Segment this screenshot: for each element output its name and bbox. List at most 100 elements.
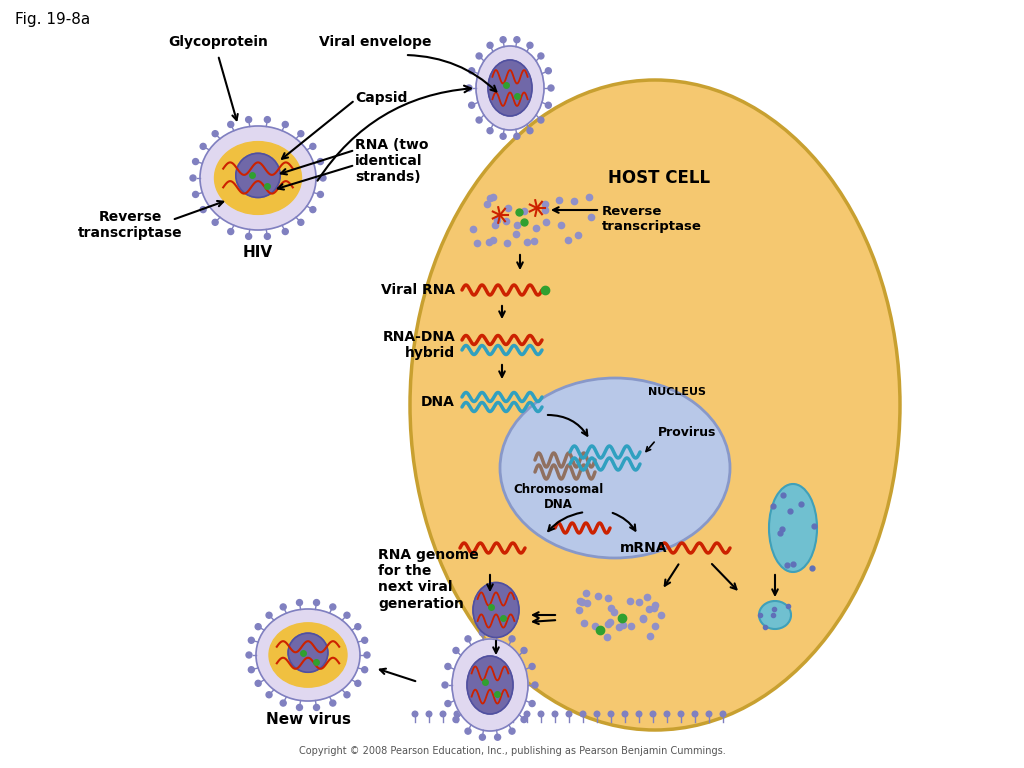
Circle shape <box>281 604 286 610</box>
Circle shape <box>538 53 544 59</box>
Circle shape <box>514 37 520 43</box>
Circle shape <box>692 711 697 717</box>
Text: NUCLEUS: NUCLEUS <box>648 387 706 397</box>
Circle shape <box>500 134 506 139</box>
Circle shape <box>227 121 233 127</box>
Circle shape <box>255 624 261 630</box>
Circle shape <box>532 682 538 688</box>
Text: HIV: HIV <box>243 245 273 260</box>
Circle shape <box>283 229 289 234</box>
Circle shape <box>495 630 501 636</box>
Circle shape <box>524 711 529 717</box>
Circle shape <box>249 667 254 673</box>
Circle shape <box>310 144 315 150</box>
Circle shape <box>444 700 451 707</box>
Circle shape <box>298 131 304 137</box>
Circle shape <box>465 636 471 642</box>
Circle shape <box>552 711 558 717</box>
Circle shape <box>313 600 319 605</box>
Circle shape <box>190 175 196 181</box>
Circle shape <box>527 127 532 134</box>
Circle shape <box>546 102 551 108</box>
Ellipse shape <box>200 126 316 230</box>
Circle shape <box>468 711 474 717</box>
Circle shape <box>665 711 670 717</box>
Circle shape <box>212 131 218 137</box>
Circle shape <box>594 711 600 717</box>
Circle shape <box>529 664 536 670</box>
Circle shape <box>466 85 472 91</box>
Ellipse shape <box>288 633 328 672</box>
Circle shape <box>487 42 493 48</box>
Circle shape <box>469 102 475 108</box>
Circle shape <box>476 53 482 59</box>
Circle shape <box>487 127 493 134</box>
Circle shape <box>266 612 272 618</box>
Ellipse shape <box>488 60 532 116</box>
Text: HOST CELL: HOST CELL <box>608 169 710 187</box>
Circle shape <box>200 207 206 213</box>
Circle shape <box>497 711 502 717</box>
Circle shape <box>200 144 206 150</box>
Text: New virus: New virus <box>265 712 350 727</box>
Circle shape <box>317 158 324 164</box>
Circle shape <box>413 711 418 717</box>
Circle shape <box>355 680 360 687</box>
Circle shape <box>453 647 459 654</box>
Circle shape <box>509 728 515 734</box>
Circle shape <box>227 229 233 234</box>
Circle shape <box>453 717 459 723</box>
Circle shape <box>623 711 628 717</box>
Ellipse shape <box>759 601 791 629</box>
Circle shape <box>330 700 336 706</box>
Ellipse shape <box>452 639 528 731</box>
Text: RNA genome
for the
next viral
generation: RNA genome for the next viral generation <box>378 548 479 611</box>
Circle shape <box>264 117 270 123</box>
Text: Viral envelope: Viral envelope <box>318 35 431 49</box>
Circle shape <box>546 68 551 74</box>
Circle shape <box>298 220 304 225</box>
Circle shape <box>678 711 684 717</box>
Circle shape <box>193 158 199 164</box>
Text: RNA (two
identical
strands): RNA (two identical strands) <box>355 138 428 184</box>
Circle shape <box>527 42 532 48</box>
Circle shape <box>361 667 368 673</box>
Text: Viral RNA: Viral RNA <box>381 283 455 297</box>
Circle shape <box>246 652 252 658</box>
Circle shape <box>636 711 642 717</box>
Text: Chromosomal
DNA: Chromosomal DNA <box>513 483 603 511</box>
Ellipse shape <box>269 623 347 687</box>
Circle shape <box>510 711 516 717</box>
Text: mRNA: mRNA <box>620 541 668 555</box>
Text: RNA-DNA
hybrid: RNA-DNA hybrid <box>382 330 455 360</box>
Text: DNA: DNA <box>421 395 455 409</box>
Circle shape <box>313 704 319 710</box>
Circle shape <box>212 220 218 225</box>
Circle shape <box>426 711 432 717</box>
Circle shape <box>361 637 368 644</box>
Circle shape <box>539 711 544 717</box>
Circle shape <box>455 711 460 717</box>
Circle shape <box>479 630 485 636</box>
Text: Provirus: Provirus <box>658 425 717 439</box>
Ellipse shape <box>467 656 513 714</box>
Circle shape <box>521 647 527 654</box>
Circle shape <box>442 682 449 688</box>
Circle shape <box>608 711 613 717</box>
Circle shape <box>720 711 726 717</box>
Circle shape <box>264 233 270 240</box>
Circle shape <box>500 37 506 43</box>
Text: Copyright © 2008 Pearson Education, Inc., publishing as Pearson Benjamin Cumming: Copyright © 2008 Pearson Education, Inc.… <box>299 746 725 756</box>
Circle shape <box>495 734 501 740</box>
Circle shape <box>581 711 586 717</box>
Circle shape <box>482 711 487 717</box>
Ellipse shape <box>410 80 900 730</box>
Text: Reverse
transcriptase: Reverse transcriptase <box>78 210 182 240</box>
Text: Fig. 19-8a: Fig. 19-8a <box>15 12 90 27</box>
Circle shape <box>440 711 445 717</box>
Circle shape <box>249 637 254 644</box>
Circle shape <box>310 207 315 213</box>
Circle shape <box>364 652 370 658</box>
Ellipse shape <box>476 46 544 130</box>
Circle shape <box>266 692 272 698</box>
